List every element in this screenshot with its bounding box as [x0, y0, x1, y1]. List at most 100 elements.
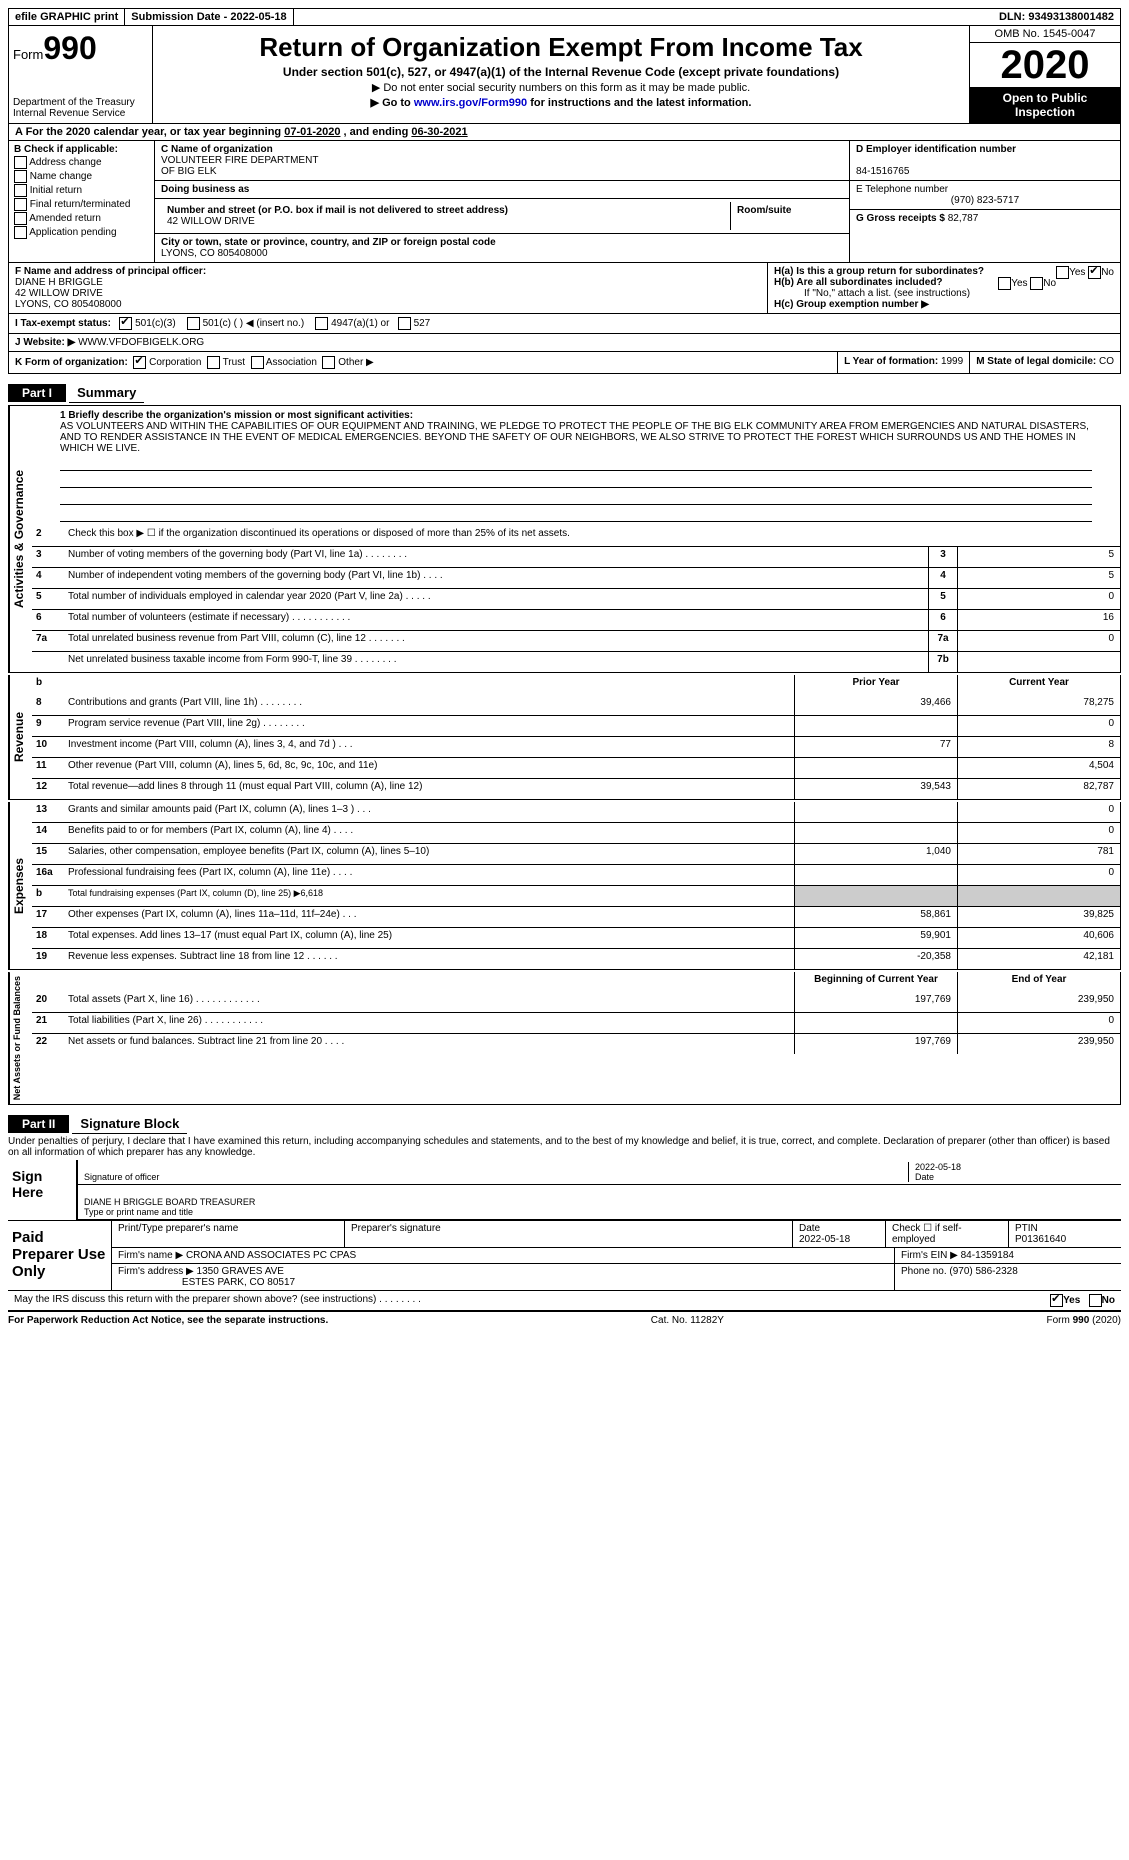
chk-amended[interactable]: Amended return — [14, 212, 149, 225]
mission-text: AS VOLUNTEERS AND WITHIN THE CAPABILITIE… — [60, 421, 1089, 454]
hdr-prior-year: Prior Year — [794, 675, 957, 695]
row-i: I Tax-exempt status: 501(c)(3) 501(c) ( … — [8, 314, 1121, 334]
rev-line: 11Other revenue (Part VIII, column (A), … — [32, 757, 1120, 778]
rev-line: 9Program service revenue (Part VIII, lin… — [32, 715, 1120, 736]
open-inspection: Open to Public Inspection — [970, 87, 1120, 123]
officer-name: DIANE H BRIGGLE — [15, 277, 103, 288]
hdr-beginning: Beginning of Current Year — [794, 972, 957, 992]
hdr-end: End of Year — [957, 972, 1120, 992]
submission-cell: Submission Date - 2022-05-18 — [125, 9, 293, 25]
exp-line: 18Total expenses. Add lines 13–17 (must … — [32, 927, 1120, 948]
gross-receipts: 82,787 — [948, 213, 979, 224]
entity-info-grid: B Check if applicable: Address change Na… — [8, 141, 1121, 263]
gov-line: 3Number of voting members of the governi… — [32, 546, 1120, 567]
form-header: Form990 Department of the Treasury Inter… — [8, 26, 1121, 124]
gov-line: 4Number of independent voting members of… — [32, 567, 1120, 588]
part1-title: Summary — [69, 383, 144, 403]
chk-final-return[interactable]: Final return/terminated — [14, 198, 149, 211]
side-net: Net Assets or Fund Balances — [9, 972, 32, 1104]
gov-line: Net unrelated business taxable income fr… — [32, 651, 1120, 672]
ha-yes[interactable] — [1056, 266, 1069, 279]
rev-line: 8Contributions and grants (Part VIII, li… — [32, 695, 1120, 715]
footer-left: For Paperwork Reduction Act Notice, see … — [8, 1315, 328, 1326]
revenue-grid: Revenue b Prior Year Current Year 8Contr… — [8, 675, 1121, 800]
side-revenue: Revenue — [9, 675, 32, 799]
officer-typed: DIANE H BRIGGLE BOARD TREASURER — [84, 1197, 255, 1207]
dept-label: Department of the Treasury Internal Reve… — [13, 97, 148, 119]
gov-line: 2Check this box ▶ ☐ if the organization … — [32, 526, 1120, 546]
chk-other[interactable] — [322, 356, 335, 369]
preparer-label: Paid Preparer Use Only — [8, 1221, 111, 1290]
top-bar: efile GRAPHIC print Submission Date - 20… — [8, 8, 1121, 26]
declaration-text: Under penalties of perjury, I declare th… — [8, 1134, 1121, 1160]
state-domicile: CO — [1099, 356, 1114, 367]
row-klm: K Form of organization: Corporation Trus… — [8, 352, 1121, 374]
firm-phone: (970) 586-2328 — [949, 1266, 1017, 1277]
chk-trust[interactable] — [207, 356, 220, 369]
exp-line: 14Benefits paid to or for members (Part … — [32, 822, 1120, 843]
telephone: (970) 823-5717 — [856, 195, 1114, 206]
chk-app-pending[interactable]: Application pending — [14, 226, 149, 239]
form-title: Return of Organization Exempt From Incom… — [161, 32, 961, 63]
discuss-yes[interactable] — [1050, 1294, 1063, 1307]
footer-right: Form 990 (2020) — [1047, 1315, 1121, 1326]
firm-addr1: 1350 GRAVES AVE — [197, 1266, 284, 1277]
chk-corp[interactable] — [133, 356, 146, 369]
discuss-no[interactable] — [1089, 1294, 1102, 1307]
net-line: 20Total assets (Part X, line 16) . . . .… — [32, 992, 1120, 1012]
page-footer: For Paperwork Reduction Act Notice, see … — [8, 1311, 1121, 1329]
box-d: D Employer identification number 84-1516… — [850, 141, 1120, 262]
chk-501c[interactable] — [187, 317, 200, 330]
exp-line: 17Other expenses (Part IX, column (A), l… — [32, 906, 1120, 927]
exp-line: bTotal fundraising expenses (Part IX, co… — [32, 885, 1120, 906]
sig-date: 2022-05-18 — [915, 1162, 961, 1172]
note-link: ▶ Go to www.irs.gov/Form990 for instruct… — [161, 96, 961, 109]
net-assets-grid: Net Assets or Fund Balances Beginning of… — [8, 972, 1121, 1105]
governance-grid: Activities & Governance 1 Briefly descri… — [8, 405, 1121, 673]
chk-assoc[interactable] — [251, 356, 264, 369]
gov-line: 7aTotal unrelated business revenue from … — [32, 630, 1120, 651]
exp-line: 13Grants and similar amounts paid (Part … — [32, 802, 1120, 822]
gov-line: 5Total number of individuals employed in… — [32, 588, 1120, 609]
year-formation: 1999 — [941, 356, 963, 367]
hb-yes[interactable] — [998, 277, 1011, 290]
org-name: VOLUNTEER FIRE DEPARTMENT OF BIG ELK — [161, 155, 318, 177]
mission-block: 1 Briefly describe the organization's mi… — [32, 406, 1120, 526]
part1-tag: Part I — [8, 384, 66, 402]
side-activities: Activities & Governance — [9, 406, 32, 672]
form-subtitle: Under section 501(c), 527, or 4947(a)(1)… — [161, 65, 961, 79]
part2-tag: Part II — [8, 1115, 69, 1133]
hb-no[interactable] — [1030, 277, 1043, 290]
chk-4947[interactable] — [315, 317, 328, 330]
box-c: C Name of organization VOLUNTEER FIRE DE… — [155, 141, 850, 262]
box-b: B Check if applicable: Address change Na… — [9, 141, 155, 262]
chk-527[interactable] — [398, 317, 411, 330]
part2-title: Signature Block — [72, 1114, 187, 1134]
hdr-current-year: Current Year — [957, 675, 1120, 695]
prep-date: 2022-05-18 — [799, 1234, 850, 1245]
city-state-zip: LYONS, CO 805408000 — [161, 248, 268, 259]
expenses-grid: Expenses 13Grants and similar amounts pa… — [8, 802, 1121, 970]
chk-name-change[interactable]: Name change — [14, 170, 149, 183]
net-line: 22Net assets or fund balances. Subtract … — [32, 1033, 1120, 1054]
gov-line: 6Total number of volunteers (estimate if… — [32, 609, 1120, 630]
row-j: J Website: ▶ WWW.VFDOFBIGELK.ORG — [8, 334, 1121, 352]
exp-line: 15Salaries, other compensation, employee… — [32, 843, 1120, 864]
irs-link[interactable]: www.irs.gov/Form990 — [414, 97, 527, 109]
net-line: 21Total liabilities (Part X, line 26) . … — [32, 1012, 1120, 1033]
form-number: Form990 — [13, 30, 148, 67]
rev-line: 10Investment income (Part VIII, column (… — [32, 736, 1120, 757]
firm-addr2: ESTES PARK, CO 80517 — [182, 1277, 295, 1288]
ha-no[interactable] — [1088, 266, 1101, 279]
firm-name: CRONA AND ASSOCIATES PC CPAS — [186, 1250, 356, 1261]
rev-line: 12Total revenue—add lines 8 through 11 (… — [32, 778, 1120, 799]
footer-mid: Cat. No. 11282Y — [651, 1315, 724, 1326]
chk-501c3[interactable] — [119, 317, 132, 330]
period-row: A For the 2020 calendar year, or tax yea… — [8, 124, 1121, 141]
tax-year: 2020 — [970, 43, 1120, 87]
street-address: 42 WILLOW DRIVE — [167, 216, 255, 227]
sign-here-row: Sign Here Signature of officer 2022-05-1… — [8, 1160, 1121, 1220]
chk-address-change[interactable]: Address change — [14, 156, 149, 169]
chk-initial-return[interactable]: Initial return — [14, 184, 149, 197]
exp-line: 16aProfessional fundraising fees (Part I… — [32, 864, 1120, 885]
